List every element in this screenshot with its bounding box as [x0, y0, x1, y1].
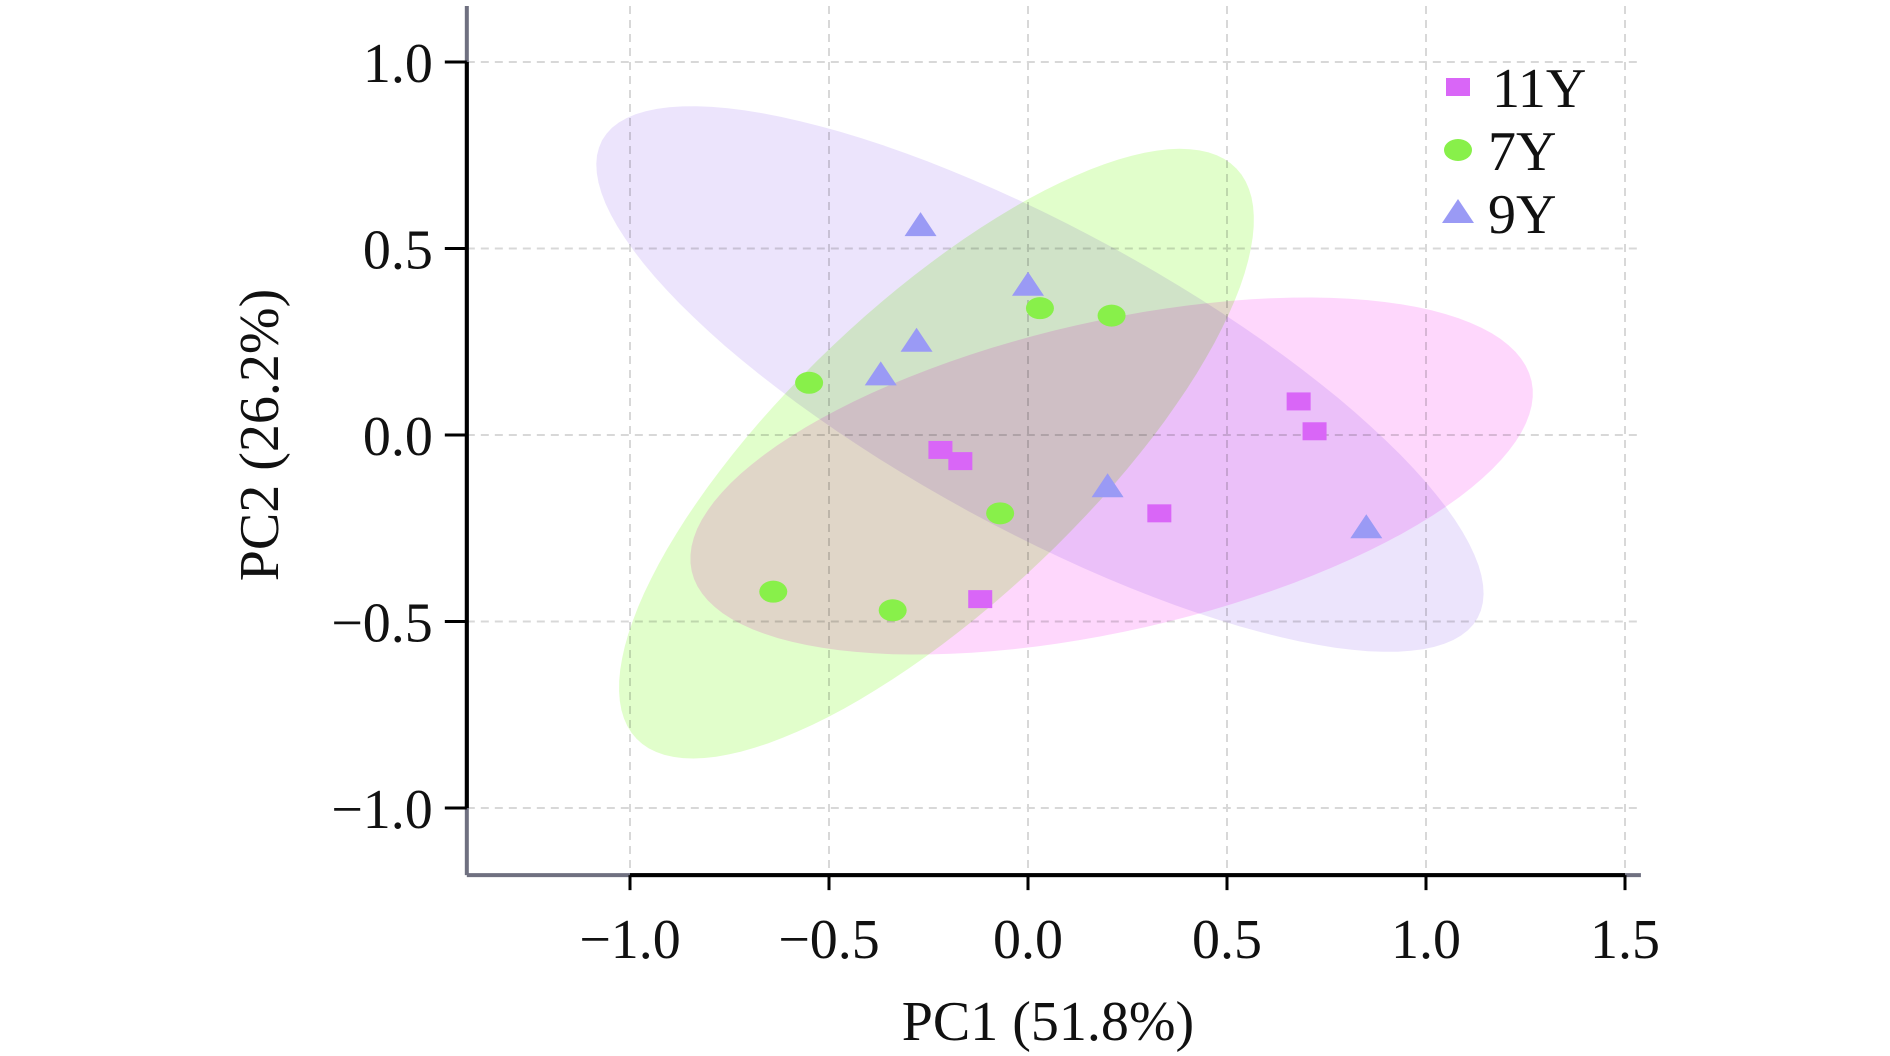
point-7Y: [759, 580, 788, 603]
x-tick-label: −1.0: [579, 909, 681, 971]
confidence-ellipses: [596, 106, 1533, 759]
y-tick-label: −0.5: [331, 593, 433, 655]
legend-marker-7Y: [1444, 139, 1472, 161]
legend-marker-9Y: [1442, 199, 1474, 223]
point-9Y: [904, 212, 937, 237]
point-9Y: [1012, 271, 1044, 296]
legend-marker-11Y: [1446, 78, 1470, 96]
point-11Y: [1286, 392, 1311, 411]
point-11Y: [948, 452, 973, 471]
point-9Y: [864, 361, 897, 386]
point-7Y: [986, 502, 1015, 525]
ellipse-9Y: [596, 106, 1484, 652]
y-axis-title: PC2 (26.2%): [229, 289, 291, 581]
x-tick-label: 1.5: [1590, 909, 1660, 971]
point-7Y: [1025, 297, 1054, 320]
point-9Y: [1091, 473, 1124, 498]
point-7Y: [1097, 304, 1126, 327]
point-9Y: [900, 327, 933, 352]
point-7Y: [878, 599, 907, 622]
point-11Y: [968, 590, 993, 609]
tick-labels: −1.0 −0.5 0.0 0.5 1.0 1.5 1.0 0.5 0.0 −0.5 −1.0: [331, 33, 1660, 971]
x-tick-label: 1.0: [1391, 909, 1461, 971]
point-11Y: [1147, 504, 1172, 523]
axes: [444, 6, 1641, 891]
y-tick-label: 0.0: [363, 406, 433, 468]
y-tick-label: 0.5: [363, 220, 433, 282]
point-11Y: [1302, 422, 1327, 441]
x-axis-title: PC1 (51.8%): [902, 991, 1194, 1053]
data-points: [759, 212, 1383, 622]
x-tick-label: 0.5: [1192, 909, 1262, 971]
legend-label-9Y: 9Y: [1488, 184, 1556, 246]
legend-label-7Y: 7Y: [1488, 121, 1556, 183]
legend-label-11Y: 11Y: [1492, 58, 1586, 120]
y-tick-label: −1.0: [331, 779, 433, 841]
point-11Y: [928, 440, 953, 459]
x-tick-label: 0.0: [993, 909, 1063, 971]
x-tick-label: −0.5: [778, 909, 880, 971]
point-7Y: [795, 371, 824, 394]
y-tick-label: 1.0: [363, 33, 433, 95]
point-9Y: [1350, 514, 1383, 539]
